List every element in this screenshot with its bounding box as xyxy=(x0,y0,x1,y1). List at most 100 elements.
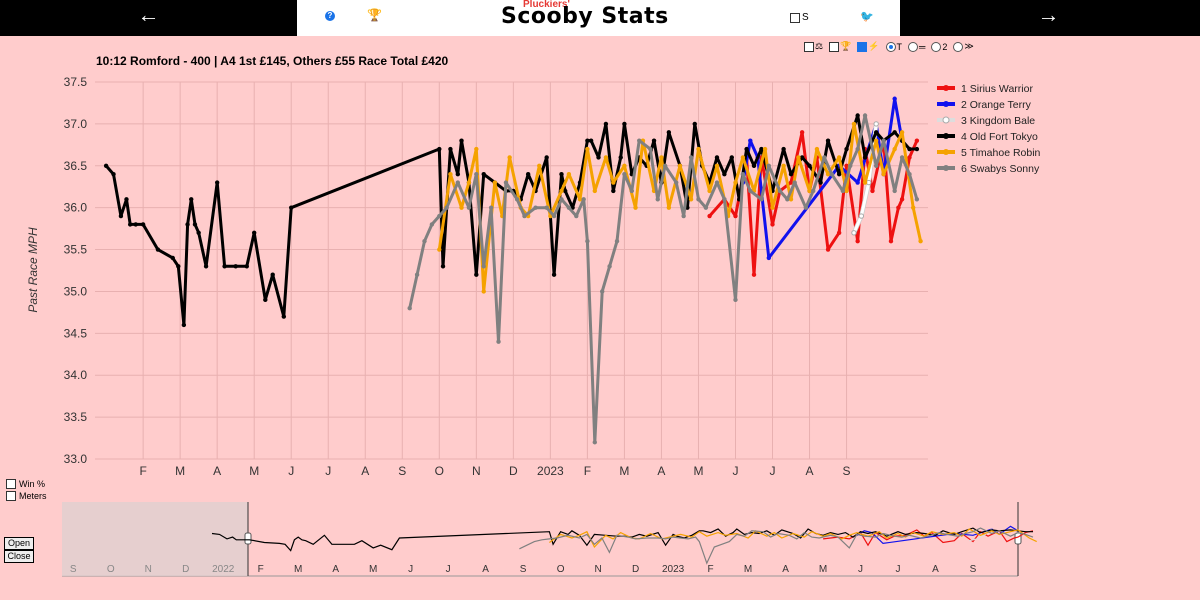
data-point xyxy=(603,155,609,160)
scales-icon: ⚖ xyxy=(815,41,824,51)
data-point xyxy=(844,146,849,152)
option-equals[interactable]: ═ xyxy=(908,41,925,52)
win-pct-checkbox[interactable] xyxy=(6,479,16,489)
x-tick-label: M xyxy=(249,464,259,478)
data-point xyxy=(873,121,879,127)
close-button[interactable]: Close xyxy=(4,550,34,563)
data-point xyxy=(836,230,842,235)
data-point xyxy=(781,163,786,168)
twitter-bird-icon[interactable]: 🐦 xyxy=(860,11,874,23)
y-tick-label: 37.0 xyxy=(64,117,88,131)
data-point xyxy=(907,155,912,160)
scales-checkbox[interactable] xyxy=(804,41,814,52)
data-point xyxy=(614,238,620,244)
x-tick-label: J xyxy=(325,464,331,478)
data-point xyxy=(537,163,542,168)
two-radio[interactable] xyxy=(931,41,942,52)
back-arrow-icon[interactable]: ← xyxy=(137,2,160,27)
data-point xyxy=(666,130,672,135)
data-point xyxy=(611,180,616,185)
legend-label: 2 Orange Terry xyxy=(961,99,1032,111)
data-point xyxy=(214,180,220,185)
data-point xyxy=(600,289,605,294)
t-radio[interactable] xyxy=(885,41,896,52)
data-point xyxy=(714,180,720,185)
data-point xyxy=(748,188,753,194)
meters-checkbox[interactable] xyxy=(6,491,16,501)
x-tick-label: M xyxy=(619,464,629,478)
data-point xyxy=(118,213,124,219)
legend-label: 5 Timahoe Robin xyxy=(961,147,1041,159)
data-point xyxy=(707,188,712,194)
option-scales[interactable]: ⚖ xyxy=(804,41,823,52)
trophy-checkbox[interactable] xyxy=(829,41,840,52)
data-point xyxy=(585,146,590,152)
data-point xyxy=(858,213,865,219)
series-line xyxy=(408,114,919,444)
data-point xyxy=(788,197,794,202)
bolt-icon: ⚡ xyxy=(868,41,880,51)
x-tick-label: N xyxy=(472,464,481,478)
data-point xyxy=(899,155,905,160)
data-point xyxy=(855,113,860,118)
navigator-tick-label: O xyxy=(107,564,115,575)
help-icon[interactable]: ? xyxy=(325,11,335,21)
trophy-icon[interactable]: 🏆 xyxy=(367,8,382,22)
series-line xyxy=(708,130,919,277)
chevron-radio[interactable] xyxy=(953,41,964,52)
data-point xyxy=(781,146,786,152)
data-point xyxy=(766,255,772,261)
data-point xyxy=(722,171,727,177)
navigator-tick-label: F xyxy=(708,564,714,575)
data-point xyxy=(740,171,746,177)
meters-label: Meters xyxy=(19,491,47,501)
navigator-tick-label: A xyxy=(932,564,939,575)
chart-legend: 1 Sirius Warrior 2 Orange Terry 3 Kingdom … xyxy=(937,83,1041,175)
x-tick-label: S xyxy=(843,464,851,478)
s-checkbox[interactable] xyxy=(790,12,800,23)
option-bolt[interactable]: ⚡ xyxy=(857,41,880,52)
meters-option[interactable]: Meters xyxy=(6,491,47,501)
x-tick-label: J xyxy=(770,464,776,478)
chart-options: ⚖ 🏆 ⚡ T ═ 2 ≫ xyxy=(804,41,974,52)
data-point xyxy=(281,314,287,319)
option-two[interactable]: 2 xyxy=(931,41,947,52)
data-point xyxy=(836,171,842,177)
data-point xyxy=(899,197,905,202)
bolt-checkbox[interactable] xyxy=(857,41,868,52)
data-point xyxy=(270,272,275,277)
data-point xyxy=(533,205,538,210)
side-options: Win % Meters xyxy=(6,479,47,503)
data-point xyxy=(251,230,257,235)
option-t[interactable]: T xyxy=(885,41,903,52)
data-point xyxy=(733,213,738,219)
win-pct-option[interactable]: Win % xyxy=(6,479,47,489)
data-point xyxy=(566,171,572,177)
y-tick-label: 33.5 xyxy=(64,410,88,424)
option-trophy[interactable]: 🏆 xyxy=(829,41,851,52)
data-point xyxy=(692,121,697,127)
data-point xyxy=(733,297,738,303)
x-tick-label: D xyxy=(509,464,518,478)
open-button[interactable]: Open xyxy=(4,537,34,550)
x-tick-label: A xyxy=(361,464,369,478)
equals-radio[interactable] xyxy=(908,41,919,52)
navigator-tick-label: A xyxy=(332,564,339,575)
data-point xyxy=(796,155,801,160)
navigator-series-line xyxy=(823,529,1034,547)
data-point xyxy=(648,146,653,152)
data-point xyxy=(444,205,449,210)
y-tick-label: 34.5 xyxy=(64,326,88,340)
option-chevron[interactable]: ≫ xyxy=(953,41,974,52)
data-point xyxy=(622,121,627,127)
navigator-tick-label: S xyxy=(70,564,77,575)
y-axis: 33.0 33.5 34.0 34.5 35.0 35.5 36.0 36.5 37.0 37.5… xyxy=(26,75,87,466)
t-label: T xyxy=(896,41,903,52)
forward-arrow-icon[interactable]: → xyxy=(1037,2,1060,27)
s-toggle[interactable]: S xyxy=(790,12,809,23)
y-axis-label: Past Race MPH xyxy=(26,227,40,313)
data-point xyxy=(888,238,894,244)
data-point xyxy=(740,155,746,160)
data-point xyxy=(196,230,201,235)
data-point xyxy=(892,146,897,152)
